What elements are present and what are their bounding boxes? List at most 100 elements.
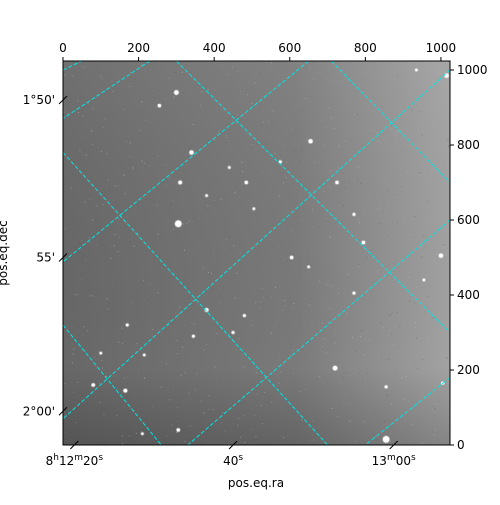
noise-pixel — [338, 145, 340, 147]
noise-pixel — [196, 373, 198, 375]
noise-pixel — [349, 99, 351, 101]
noise-pixel — [448, 145, 450, 147]
noise-pixel — [309, 440, 311, 442]
noise-pixel — [278, 382, 280, 384]
noise-pixel — [292, 372, 294, 374]
noise-pixel — [85, 154, 87, 156]
noise-pixel — [255, 372, 257, 374]
noise-pixel — [318, 225, 320, 227]
noise-pixel — [70, 283, 72, 285]
star — [141, 432, 144, 435]
noise-pixel — [118, 236, 120, 238]
noise-pixel — [111, 81, 113, 83]
top-tick-label: 600 — [278, 41, 301, 55]
noise-pixel — [77, 294, 79, 296]
noise-pixel — [77, 86, 79, 88]
noise-pixel — [224, 313, 226, 315]
noise-pixel — [230, 304, 232, 306]
noise-pixel — [106, 97, 108, 99]
noise-pixel — [410, 383, 412, 385]
noise-pixel — [185, 210, 187, 212]
noise-pixel — [106, 153, 108, 155]
noise-pixel — [66, 361, 68, 363]
noise-pixel — [348, 273, 350, 275]
noise-pixel — [286, 177, 288, 179]
noise-pixel — [242, 64, 244, 66]
noise-pixel — [116, 414, 118, 416]
noise-pixel — [121, 127, 123, 129]
star — [361, 240, 366, 245]
noise-pixel — [300, 272, 302, 274]
noise-pixel — [178, 313, 180, 315]
noise-pixel — [345, 61, 347, 63]
star — [99, 351, 102, 355]
noise-pixel — [155, 367, 157, 369]
noise-pixel — [276, 417, 278, 419]
noise-pixel — [271, 401, 273, 403]
noise-pixel — [421, 212, 423, 214]
top-tick-label: 200 — [127, 41, 150, 55]
noise-pixel — [244, 442, 246, 444]
noise-pixel — [312, 210, 314, 212]
noise-pixel — [296, 373, 298, 375]
noise-pixel — [433, 397, 435, 399]
noise-pixel — [175, 62, 177, 64]
noise-pixel — [414, 366, 416, 368]
noise-pixel — [171, 424, 173, 426]
noise-pixel — [314, 162, 316, 164]
noise-pixel — [417, 368, 419, 370]
noise-pixel — [182, 223, 184, 225]
noise-pixel — [118, 76, 120, 78]
noise-pixel — [246, 198, 248, 200]
noise-pixel — [217, 109, 219, 111]
noise-pixel — [151, 305, 153, 307]
noise-pixel — [299, 63, 301, 65]
noise-pixel — [291, 349, 293, 351]
noise-pixel — [355, 66, 357, 68]
noise-pixel — [185, 72, 187, 74]
ra-tick-label-part: m — [387, 453, 396, 463]
star — [189, 150, 194, 155]
noise-pixel — [333, 128, 335, 130]
noise-pixel — [92, 144, 94, 146]
plot-area — [62, 60, 451, 446]
noise-pixel — [116, 388, 118, 390]
top-pixel-axis: 0 200 400 600 800 1000 — [59, 41, 456, 61]
noise-pixel — [432, 405, 434, 407]
noise-pixel — [316, 96, 318, 98]
noise-pixel — [269, 137, 271, 139]
noise-pixel — [89, 295, 91, 297]
noise-pixel — [299, 397, 301, 399]
noise-pixel — [396, 442, 398, 444]
noise-pixel — [161, 360, 163, 362]
star — [438, 253, 443, 258]
noise-pixel — [282, 338, 284, 340]
noise-pixel — [92, 295, 94, 297]
noise-pixel — [419, 245, 421, 247]
noise-pixel — [418, 338, 420, 340]
noise-pixel — [377, 270, 379, 272]
noise-pixel — [288, 222, 290, 224]
noise-pixel — [347, 189, 349, 191]
noise-pixel — [221, 330, 223, 332]
noise-pixel — [188, 220, 190, 222]
noise-pixel — [70, 219, 72, 221]
noise-pixel — [311, 254, 313, 256]
noise-pixel — [157, 155, 159, 157]
noise-pixel — [88, 91, 90, 93]
noise-pixel — [358, 297, 360, 299]
noise-pixel — [171, 90, 173, 92]
noise-pixel — [194, 190, 196, 192]
noise-pixel — [330, 117, 332, 119]
noise-pixel — [361, 123, 363, 125]
noise-pixel — [84, 211, 86, 213]
noise-pixel — [72, 75, 74, 77]
noise-pixel — [143, 280, 145, 282]
noise-pixel — [226, 110, 228, 112]
noise-pixel — [130, 72, 132, 74]
noise-pixel — [78, 232, 80, 234]
noise-pixel — [418, 111, 420, 113]
noise-pixel — [265, 381, 267, 383]
noise-pixel — [182, 346, 184, 348]
noise-pixel — [290, 195, 292, 197]
